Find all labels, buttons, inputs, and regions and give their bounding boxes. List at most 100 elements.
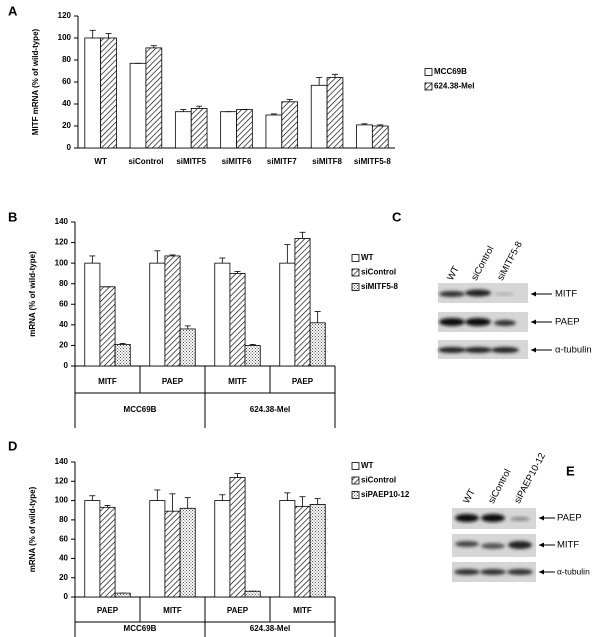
legend-label: siControl — [361, 476, 396, 485]
legend-label: siControl — [361, 268, 396, 277]
blot-e: E WT siControl siPAEP10-12 PAEP MITF α-t… — [452, 451, 590, 582]
y-tick-label: 140 — [55, 457, 69, 466]
error-bar — [377, 124, 384, 126]
y-tick-label: 60 — [59, 534, 68, 543]
y-tick-label: 0 — [67, 143, 72, 152]
arrow-head — [539, 569, 544, 575]
error-bar — [219, 257, 226, 264]
legend-swatch — [424, 68, 433, 76]
legend-swatch — [351, 491, 360, 499]
bar — [229, 477, 246, 598]
error-bar — [316, 77, 323, 86]
bar — [84, 262, 101, 367]
y-tick-label: 20 — [62, 121, 71, 130]
x-tick-label: PAEP — [292, 377, 314, 386]
group-label: 624.38-Mel — [250, 405, 290, 414]
group-label: MCC69B — [124, 624, 157, 633]
bar — [164, 510, 181, 598]
bar — [279, 262, 296, 367]
x-tick-label: MITF — [163, 606, 182, 615]
panel-label: C — [392, 209, 402, 224]
error-bar — [169, 493, 176, 512]
blot-band-image — [438, 283, 528, 359]
bar — [294, 505, 311, 598]
error-bar — [196, 105, 203, 109]
error-bar — [180, 109, 187, 112]
x-tick-label: siMITF7 — [267, 157, 297, 166]
band-label: MITF — [557, 540, 579, 551]
lane-label: siControl — [469, 244, 496, 282]
lane-label: siControl — [486, 467, 513, 505]
lane-label: WT — [461, 487, 478, 505]
legend-label: 624.38-Mel — [434, 82, 474, 91]
y-tick-label: 20 — [59, 573, 68, 582]
y-tick-label: 0 — [64, 361, 69, 370]
bar — [294, 238, 311, 367]
band-label: PAEP — [557, 513, 582, 524]
bar — [220, 111, 237, 149]
y-tick-label: 140 — [55, 217, 69, 226]
bar — [229, 273, 246, 367]
y-tick-label: 120 — [55, 238, 69, 247]
panel-label: A — [8, 3, 18, 18]
y-axis-title: mRNA (% of wild-type) — [28, 251, 37, 337]
group-label: MCC69B — [124, 405, 157, 414]
bar — [149, 262, 166, 367]
legend-swatch — [424, 82, 433, 91]
bar — [309, 504, 326, 598]
y-axis-title: mRNA (% of wild-type) — [28, 486, 37, 572]
bar — [236, 109, 253, 149]
y-tick-label: 80 — [62, 55, 71, 64]
bar — [310, 84, 328, 149]
y-tick-label: 80 — [59, 279, 68, 288]
lane-label: siMITF5-8 — [495, 240, 525, 283]
arrow-head — [539, 515, 544, 521]
y-tick-label: 80 — [59, 515, 68, 524]
x-tick-label: MITF — [293, 606, 312, 615]
error-bar — [234, 473, 241, 478]
group-label: 624.38-Mel — [250, 624, 290, 633]
x-tick-label: siMITF5 — [176, 157, 206, 166]
error-bar — [154, 489, 161, 501]
error-bar — [314, 311, 321, 323]
bar — [244, 345, 261, 367]
y-tick-label: 100 — [58, 33, 72, 42]
error-bar — [286, 99, 293, 102]
bar — [114, 343, 131, 367]
error-bar — [184, 497, 191, 509]
bar — [149, 500, 166, 598]
y-axis-title: MITF mRNA (% of wild-type) — [31, 28, 40, 135]
y-tick-label: 120 — [55, 476, 69, 485]
error-bar — [284, 492, 291, 501]
bar — [244, 590, 261, 598]
x-tick-label: siControl — [128, 157, 163, 166]
y-tick-label: 60 — [59, 299, 68, 308]
blot-band-image — [452, 508, 536, 582]
error-bar — [299, 496, 306, 507]
error-bar — [184, 325, 191, 329]
x-tick-label: PAEP — [227, 606, 249, 615]
bar — [129, 62, 147, 149]
error-bar — [119, 342, 126, 345]
lane-label: WT — [445, 264, 462, 282]
error-bar — [89, 495, 96, 501]
bar — [164, 255, 181, 367]
y-tick-label: 0 — [64, 592, 69, 601]
x-tick-label: PAEP — [162, 377, 184, 386]
bar — [356, 124, 373, 149]
legend-swatch — [351, 254, 360, 262]
band-label: MITF — [555, 289, 577, 300]
bar — [84, 500, 101, 598]
error-bar — [169, 254, 176, 256]
lane-label: siPAEP10-12 — [512, 451, 548, 505]
x-tick-label: siMITF6 — [222, 157, 252, 166]
legend-swatch — [351, 283, 360, 291]
bar — [190, 108, 208, 149]
bar — [84, 37, 102, 149]
x-tick-label: MITF — [228, 377, 247, 386]
arrow-head — [531, 347, 536, 353]
error-bar — [89, 255, 96, 264]
error-bar — [270, 113, 277, 115]
error-bar — [104, 504, 111, 508]
